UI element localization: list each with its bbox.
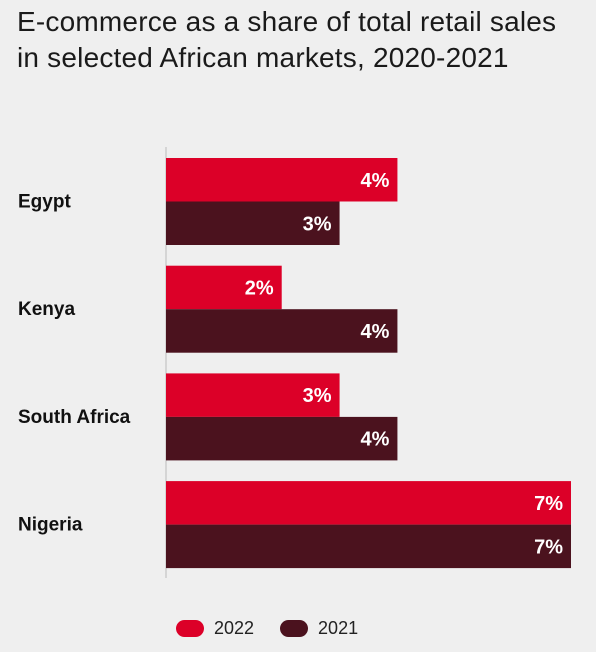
bar-2022-egypt[interactable] [166,158,398,202]
data-label: 4% [361,429,390,451]
data-label: 7% [534,493,563,515]
chart-title: E-commerce as a share of total retail sa… [17,6,557,73]
legend-label-2021: 2021 [318,618,359,638]
bar-chart: Egypt 4% 3% Kenya 2% 4% South Africa 3% 4% Nigeri… [18,147,571,578]
bar-2022-south-africa[interactable] [166,373,340,417]
data-label: 7% [534,536,563,558]
bar-2021-kenya[interactable] [166,309,398,353]
legend-swatch-2022 [176,620,204,637]
data-label: 3% [303,385,332,407]
data-label: 4% [361,321,390,343]
legend-swatch-2021 [280,620,309,637]
category-label: Nigeria [18,515,83,536]
category-label: Egypt [18,192,71,213]
category-label: Kenya [18,299,75,320]
legend-label-2022: 2022 [214,618,255,638]
category-label: South Africa [18,407,131,428]
bar-2021-nigeria[interactable] [166,524,571,569]
bar-2021-egypt[interactable] [166,201,340,246]
legend-item-2022[interactable]: 2022 [176,618,254,639]
bar-2022-nigeria[interactable] [166,481,571,525]
legend: 2022 2021 [176,618,384,639]
data-label: 2% [245,277,274,299]
bar-2021-south-africa[interactable] [166,416,398,461]
legend-item-2021[interactable]: 2021 [280,618,358,639]
data-label: 3% [303,213,332,235]
bar-2022-kenya[interactable] [166,265,282,310]
data-label: 4% [361,170,390,192]
